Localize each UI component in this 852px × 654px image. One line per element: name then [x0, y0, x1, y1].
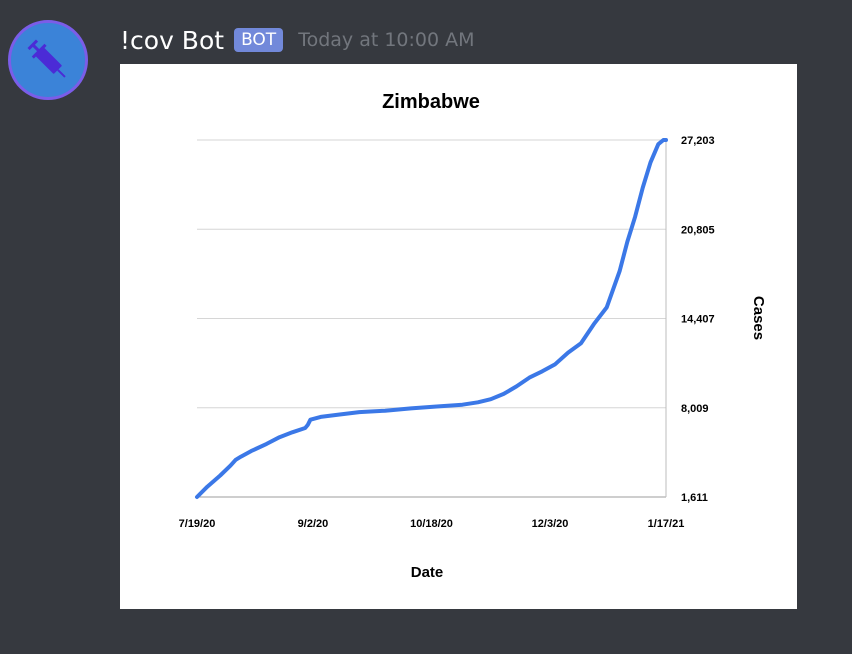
message-timestamp: Today at 10:00 AM: [298, 29, 475, 51]
y-tick-label: 1,611: [681, 492, 708, 504]
bot-avatar[interactable]: [8, 20, 88, 100]
y-tick-label: 14,407: [681, 314, 715, 326]
series-line-cases: [195, 138, 668, 499]
y-tick-label: 8,009: [681, 403, 709, 415]
message-header: !cov Bot BOT Today at 10:00 AM: [120, 20, 475, 60]
chart-title: Zimbabwe: [382, 91, 480, 113]
y-tick-label: 20,805: [681, 224, 715, 236]
y-tick-label: 27,203: [681, 135, 715, 147]
x-tick-label: 12/3/20: [532, 518, 569, 530]
syringe-icon: [27, 39, 66, 78]
x-tick-label: 1/17/21: [648, 518, 685, 530]
x-tick-label: 9/2/20: [298, 518, 329, 530]
cases-line-chart: Zimbabwe 1,611 8,009 14,407 20,805 27,203 7/…: [179, 91, 767, 581]
bot-badge: BOT: [234, 28, 284, 52]
x-tick-label: 10/18/20: [410, 518, 453, 530]
x-tick-label: 7/19/20: [179, 518, 216, 530]
username[interactable]: !cov Bot: [120, 25, 225, 55]
x-axis-label: Date: [411, 564, 444, 581]
y-axis-label: Cases: [750, 296, 767, 340]
chart-image[interactable]: Zimbabwe 1,611 8,009 14,407 20,805 27,203 7/…: [120, 64, 797, 609]
